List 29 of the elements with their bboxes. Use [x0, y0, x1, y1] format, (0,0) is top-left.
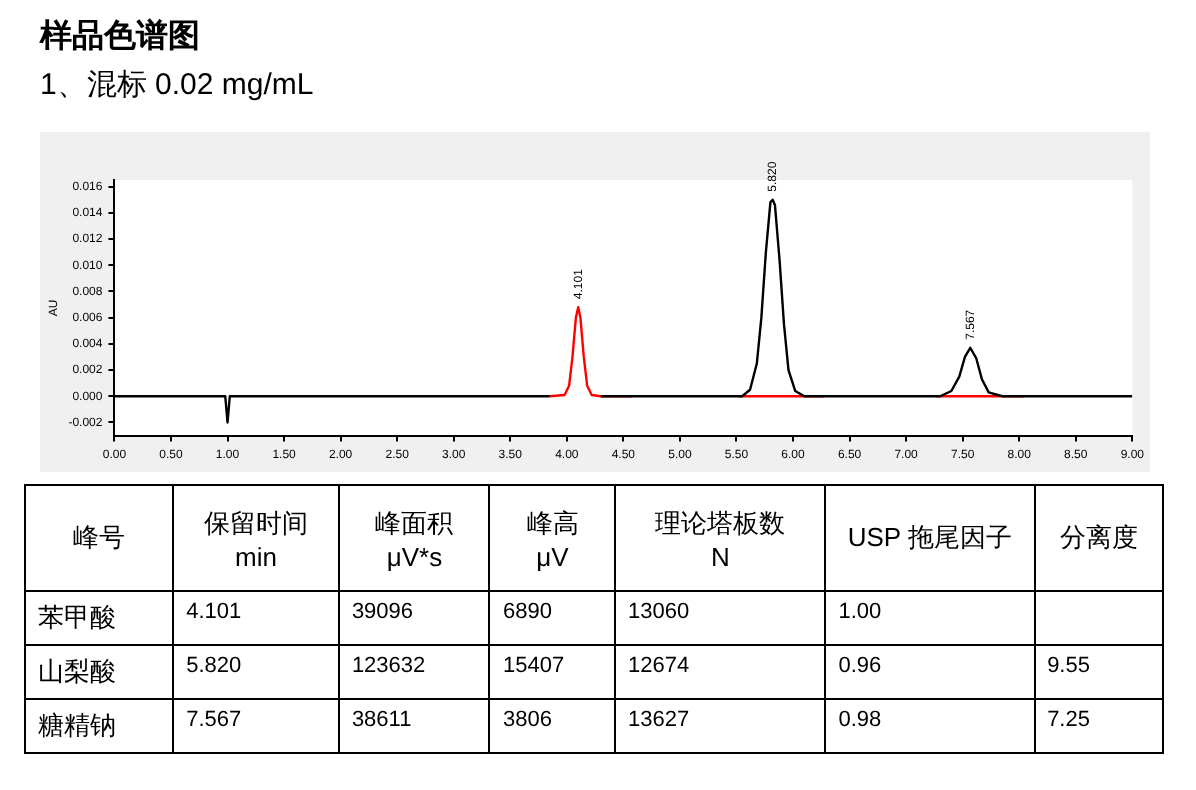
category-label: 理论塔板数 N — [615, 485, 826, 591]
category-label: 保留时间 min — [173, 485, 339, 591]
text: 39096 — [338, 591, 490, 645]
category-label: 峰面积 μV*s — [338, 485, 490, 591]
text: 4.101 — [173, 591, 339, 645]
text: 苯甲酸 — [25, 591, 174, 645]
chart-subtitle: 1、混标 0.02 mg/mL — [40, 66, 316, 104]
chart-title: 样品色谱图 — [40, 16, 202, 58]
text: 1.00 — [825, 591, 1035, 645]
text: 7.567 — [173, 699, 339, 753]
text: 0.98 — [825, 699, 1035, 753]
text: 5.820 — [173, 645, 339, 699]
text: 13627 — [615, 699, 826, 753]
text: 12674 — [615, 645, 826, 699]
text: 7.25 — [1034, 699, 1163, 753]
category-label: 峰高 μV — [489, 485, 616, 591]
text: 13060 — [615, 591, 826, 645]
text: 9.55 — [1034, 645, 1163, 699]
text: 15407 — [489, 645, 616, 699]
text: 山梨酸 — [25, 645, 174, 699]
text: 0.96 — [825, 645, 1035, 699]
category-label: 分离度 — [1034, 485, 1163, 591]
text: 38611 — [338, 699, 490, 753]
text: 6890 — [489, 591, 616, 645]
text: 3806 — [489, 699, 616, 753]
category-label: USP 拖尾因子 — [825, 485, 1035, 591]
category-label: 峰号 — [25, 485, 174, 591]
text: 123632 — [338, 645, 490, 699]
text: 糖精钠 — [25, 699, 174, 753]
